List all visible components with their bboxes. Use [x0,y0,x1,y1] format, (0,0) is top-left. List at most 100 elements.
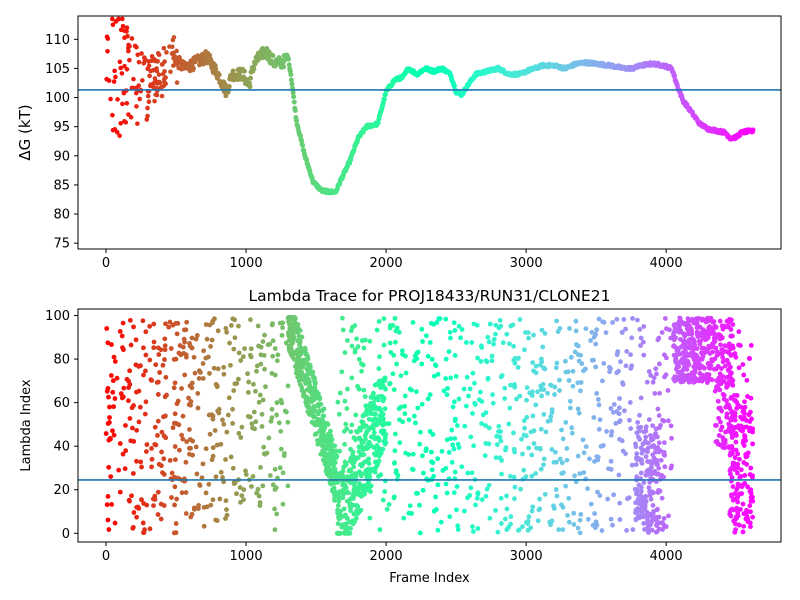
lambda-point [420,487,426,493]
lambda-point [334,490,340,496]
lambda-point [685,376,691,381]
lambda-point [278,428,284,434]
lambda-point [117,441,123,446]
lambda-point [643,454,649,459]
lambda-point [744,462,750,467]
lambda-point [452,436,458,441]
lambda-point [130,425,135,431]
lambda-point [641,429,647,435]
lambda-point [420,453,425,459]
lambda-point [239,493,245,499]
lambda-point [630,316,636,321]
lambda-point [735,481,741,487]
lambda-point [141,345,146,351]
delta-g-point [241,68,247,74]
lambda-point [638,514,643,520]
lambda-point [689,370,695,376]
delta-g-point [146,99,152,105]
lambda-point [364,403,370,409]
lambda-point [486,482,492,488]
lambda-point [653,426,659,432]
lambda-point [620,380,625,386]
lambda-point [719,424,725,430]
delta-g-point [110,22,116,28]
delta-g-point [146,63,152,69]
lambda-point [296,333,302,339]
lambda-point [567,326,572,331]
lambda-point [733,433,739,438]
lambda-point [148,377,154,383]
lambda-point [736,365,742,371]
delta-g-point [119,71,125,76]
lambda-point [356,449,362,455]
lambda-point [223,326,229,331]
lambda-point [106,394,111,400]
lambda-point [110,428,115,434]
lambda-point [511,430,516,436]
lambda-point [138,363,143,369]
y-tick-label: 80 [53,208,70,223]
lambda-point [443,316,449,322]
lambda-point [726,445,732,451]
lambda-point [319,443,325,449]
lambda-point [347,502,353,508]
lambda-point [459,464,465,470]
lambda-point [298,351,304,356]
lambda-point [470,524,475,530]
lambda-point [707,365,713,371]
lambda-point [694,346,700,351]
lambda-point [656,335,662,341]
delta-g-point [286,62,292,68]
lambda-point [646,526,651,532]
lambda-point [521,432,527,438]
lambda-point [529,508,535,514]
lambda-point [450,442,456,448]
lambda-point [452,328,458,333]
lambda-point [392,448,398,454]
lambda-point [155,379,161,385]
delta-g-point [293,118,299,124]
lambda-point [323,468,329,474]
lambda-point [650,514,655,520]
lambda-point [350,449,356,455]
lambda-point [685,362,691,367]
delta-g-point [148,82,154,88]
lambda-point [209,412,214,417]
lambda-point [372,416,378,422]
lambda-point [352,455,357,461]
delta-g-point [147,73,152,79]
lambda-point [293,329,299,335]
lambda-point [515,527,521,533]
lambda-point [245,390,251,395]
lambda-point [307,410,313,416]
lambda-point [554,459,559,465]
lambda-point [224,329,230,335]
lambda-point [409,466,415,472]
lambda-point [663,372,669,378]
lambda-point [323,438,328,443]
lambda-point [176,447,182,453]
lambda-point [456,323,462,329]
lambda-point [638,395,644,401]
lambda-point [374,381,380,387]
lambda-point [638,508,644,513]
lambda-point [495,529,501,535]
lambda-point [475,526,481,531]
lambda-point [738,404,744,410]
lambda-point [482,453,488,459]
lambda-point [533,471,539,476]
lambda-point [290,340,296,346]
delta-g-point [156,52,162,58]
lambda-point [663,524,669,530]
lambda-point [351,435,357,441]
lambda-point [609,429,615,435]
delta-g-point [126,48,131,54]
x-tick-label: 3000 [510,256,543,271]
delta-g-x-ticks: 0 1000 2000 3000 4000 [102,249,683,271]
lambda-point [373,411,378,417]
lambda-point [340,482,346,487]
lambda-point [162,357,167,362]
lambda-point [435,371,441,377]
lambda-point [399,348,405,354]
lambda-point [328,433,334,439]
